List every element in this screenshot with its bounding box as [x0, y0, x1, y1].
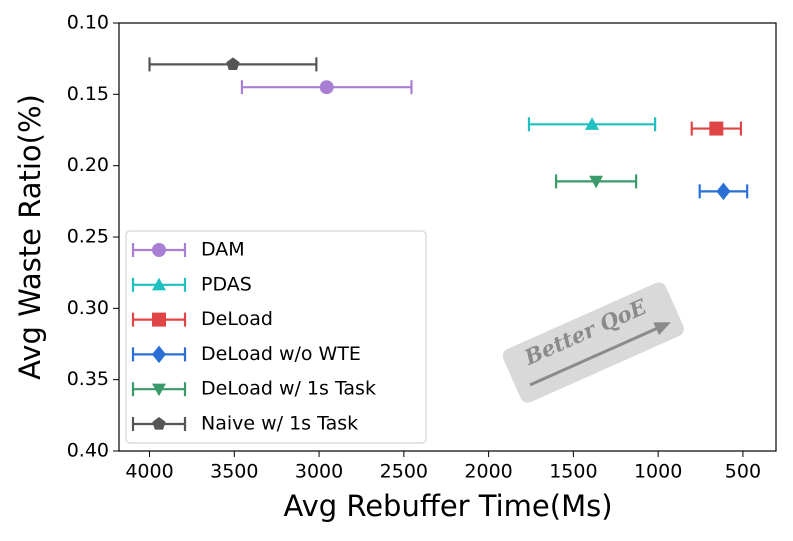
legend-label: PDAS [201, 273, 252, 295]
x-tick-label: 3500 [210, 461, 258, 483]
y-tick-label: 0.20 [67, 154, 109, 176]
annotation-box [502, 282, 684, 403]
x-tick-label: 2000 [464, 461, 512, 483]
legend-marker [152, 345, 166, 364]
x-tick-label: 2500 [380, 461, 428, 483]
x-tick-label: 1000 [634, 461, 682, 483]
y-tick-label: 0.25 [67, 226, 109, 248]
annotation: Better QoE [502, 282, 684, 403]
legend-marker [152, 243, 166, 257]
y-tick-label: 0.30 [67, 297, 109, 319]
legend-label: DeLoad [201, 308, 273, 330]
y-axis-title: Avg Waste Ratio(%) [13, 94, 47, 380]
legend-marker [152, 417, 166, 430]
x-tick-label: 1500 [549, 461, 597, 483]
y-tick-label: 0.10 [67, 12, 109, 34]
x-tick-label: 4000 [125, 461, 173, 483]
legend-label: DeLoad w/ 1s Task [201, 378, 376, 400]
marker [589, 175, 604, 189]
legend-label: Naive w/ 1s Task [201, 413, 358, 435]
legend-marker [152, 383, 166, 397]
marker [709, 121, 724, 136]
marker [585, 117, 600, 130]
marker [319, 80, 334, 95]
annotation-arrow [529, 325, 661, 387]
marker [226, 57, 240, 71]
y-tick-label: 0.15 [67, 83, 109, 105]
x-tick-label: 3000 [295, 461, 343, 483]
legend-marker [152, 312, 166, 327]
y-tick-label: 0.35 [67, 368, 109, 390]
legend-label: DAM [201, 239, 245, 261]
annotation-arrowhead [653, 322, 671, 336]
legend-marker [152, 277, 166, 291]
x-tick-label: 500 [725, 461, 761, 483]
y-tick-label: 0.40 [67, 440, 109, 462]
x-axis-title: Avg Rebuffer Time(Ms) [283, 489, 612, 523]
marker [716, 182, 731, 201]
legend-box [125, 230, 427, 444]
legend-label: DeLoad w/o WTE [201, 343, 361, 365]
